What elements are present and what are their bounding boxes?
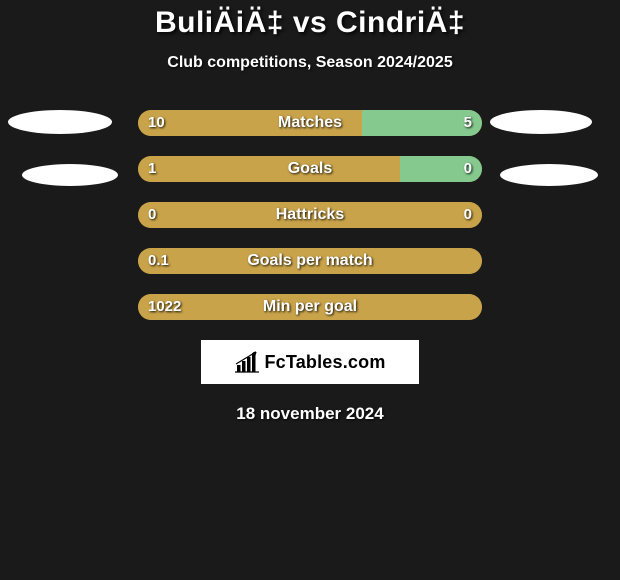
fctables-logo[interactable]: FcTables.com <box>201 340 419 384</box>
stat-row: 10Goals <box>0 156 620 182</box>
logo-text: FcTables.com <box>264 352 385 373</box>
stat-label: Goals <box>138 156 482 182</box>
logo-suffix: Tables.com <box>286 352 386 372</box>
date-label: 18 november 2024 <box>0 404 620 424</box>
stat-bar: 105Matches <box>138 110 482 136</box>
stat-bar: 1022Min per goal <box>138 294 482 320</box>
stat-label: Min per goal <box>138 294 482 320</box>
stat-bar: 0.1Goals per match <box>138 248 482 274</box>
logo-inner: FcTables.com <box>234 351 385 373</box>
stat-label: Hattricks <box>138 202 482 228</box>
page-subtitle: Club competitions, Season 2024/2025 <box>0 54 620 72</box>
stat-row: 00Hattricks <box>0 202 620 228</box>
stat-row: 0.1Goals per match <box>0 248 620 274</box>
page-title: BuliÄiÄ‡ vs CindriÄ‡ <box>0 6 620 40</box>
stat-label: Matches <box>138 110 482 136</box>
stat-row: 1022Min per goal <box>0 294 620 320</box>
stat-bar: 00Hattricks <box>138 202 482 228</box>
comparison-infographic: BuliÄiÄ‡ vs CindriÄ‡ Club competitions, … <box>0 0 620 580</box>
stat-row: 105Matches <box>0 110 620 136</box>
chart-area: 105Matches 10Goals 00Hattricks 0.1Goals per… <box>0 110 620 320</box>
bar-chart-icon <box>234 351 260 373</box>
logo-prefix: Fc <box>264 352 285 372</box>
stat-label: Goals per match <box>138 248 482 274</box>
stat-bar: 10Goals <box>138 156 482 182</box>
